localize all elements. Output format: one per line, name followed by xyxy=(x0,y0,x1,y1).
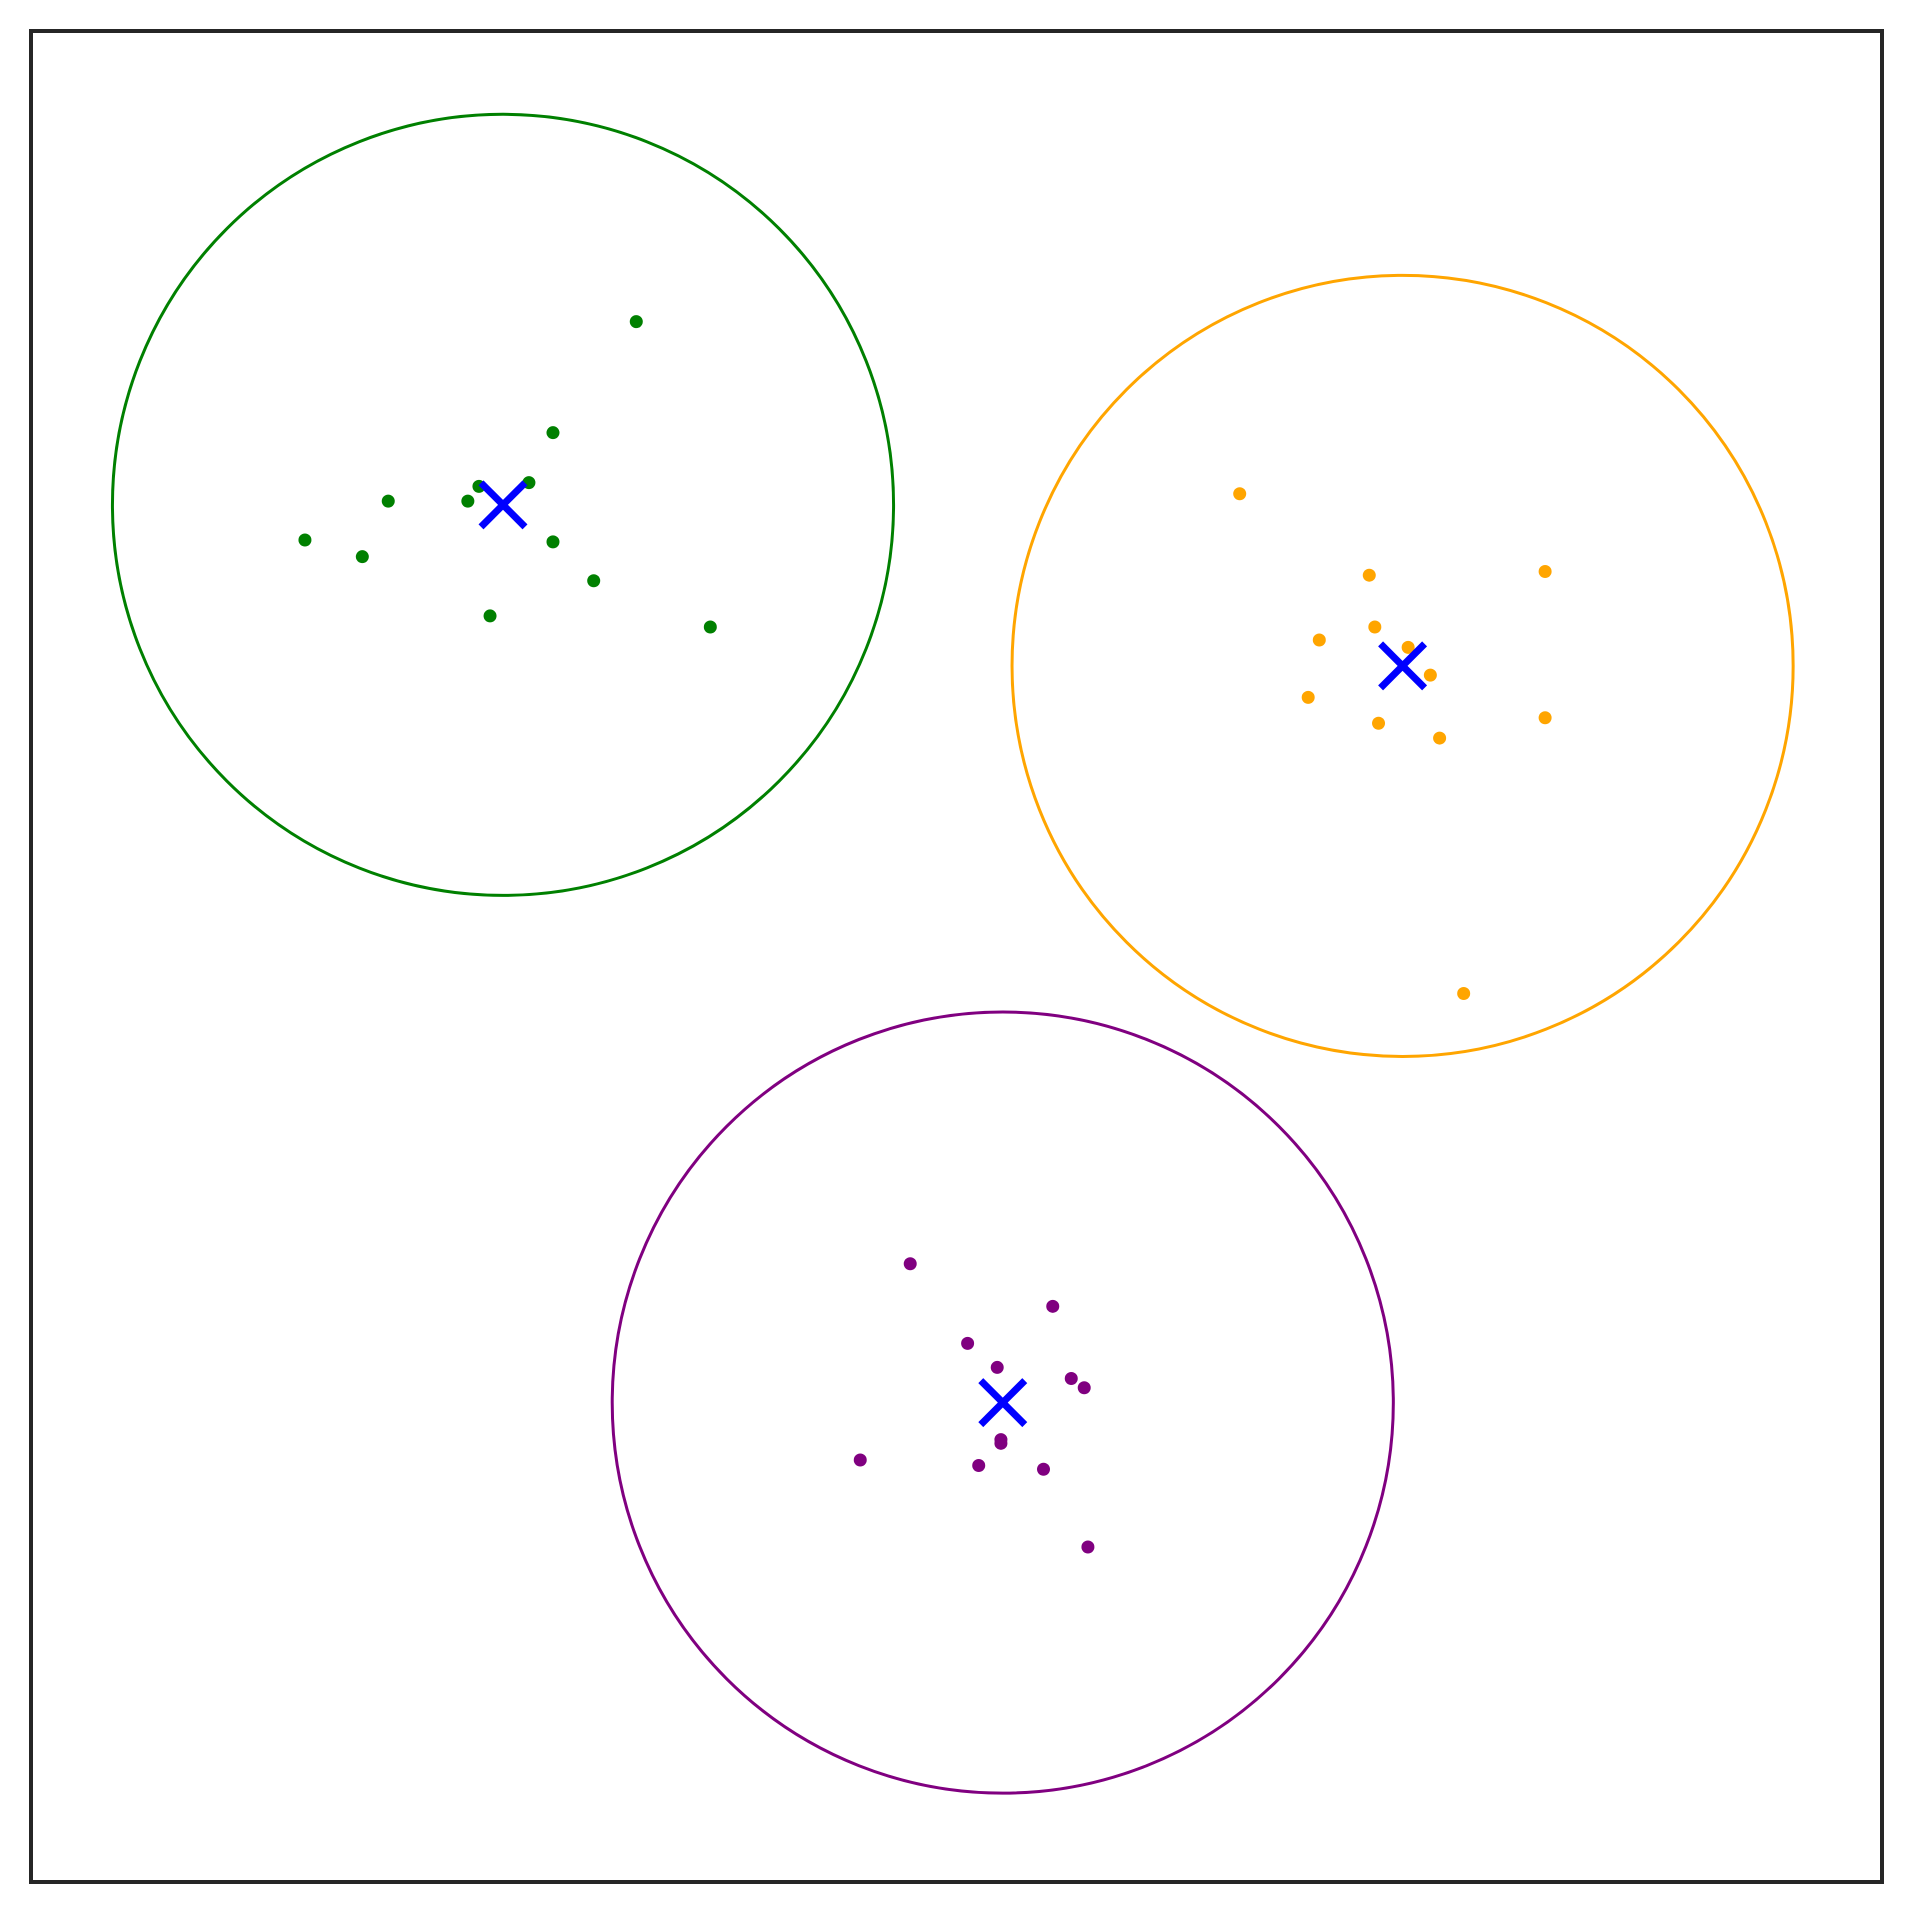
data-point-c2-12 xyxy=(1457,987,1471,1001)
data-point-c2-2 xyxy=(1362,568,1376,582)
data-point-c1-7 xyxy=(298,533,312,547)
data-point-c2-6 xyxy=(1401,640,1415,654)
data-point-c2-3 xyxy=(1538,564,1552,578)
plot-frame xyxy=(29,29,1884,1884)
cluster-circle-2 xyxy=(1010,273,1795,1058)
data-point-c2-9 xyxy=(1372,716,1386,730)
centroid-marker-1 xyxy=(478,480,528,530)
data-point-c2-1 xyxy=(1233,487,1247,501)
data-point-c2-11 xyxy=(1538,711,1552,725)
data-point-c3-7 xyxy=(853,1453,867,1467)
centroid-markers xyxy=(478,480,1428,1428)
data-point-c3-11 xyxy=(1036,1462,1050,1476)
data-point-c3-9 xyxy=(994,1433,1008,1447)
data-point-c3-1 xyxy=(903,1257,917,1271)
data-point-c2-4 xyxy=(1312,633,1326,647)
data-point-c3-3 xyxy=(961,1336,975,1350)
data-point-c3-4 xyxy=(990,1360,1004,1374)
data-point-c1-9 xyxy=(546,535,560,549)
data-points xyxy=(298,315,1552,1554)
data-point-c1-8 xyxy=(355,550,369,564)
data-point-c3-5 xyxy=(1064,1372,1078,1386)
data-point-c2-10 xyxy=(1433,731,1447,745)
data-point-c1-5 xyxy=(461,494,475,508)
data-point-c2-8 xyxy=(1301,690,1315,704)
cluster-circles xyxy=(110,112,1795,1795)
data-point-c1-12 xyxy=(703,620,717,634)
data-point-c3-2 xyxy=(1046,1299,1060,1313)
data-point-c3-6 xyxy=(1077,1381,1091,1395)
data-point-c1-11 xyxy=(483,609,497,623)
data-point-c3-12 xyxy=(1081,1540,1095,1554)
data-point-c3-10 xyxy=(972,1459,986,1473)
data-point-c1-10 xyxy=(587,574,601,588)
data-point-c1-6 xyxy=(381,494,395,508)
cluster-circle-1 xyxy=(110,112,896,897)
data-point-c2-7 xyxy=(1423,668,1437,682)
data-point-c2-5 xyxy=(1368,620,1382,634)
data-point-c1-1 xyxy=(629,315,643,329)
centroid-marker-2 xyxy=(1378,641,1428,691)
data-point-c1-2 xyxy=(546,426,560,440)
cluster-circle-3 xyxy=(610,1010,1395,1795)
centroid-marker-3 xyxy=(978,1378,1028,1428)
